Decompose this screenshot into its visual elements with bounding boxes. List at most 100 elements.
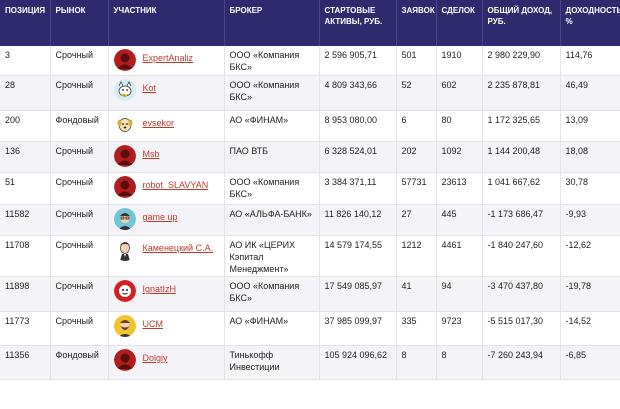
market-cell: Срочный xyxy=(50,204,109,236)
yield-cell: 46,49 xyxy=(565,80,589,90)
market-cell: Срочный xyxy=(50,141,109,173)
position-cell: 11582 xyxy=(0,204,51,236)
orders-cell: 202 xyxy=(396,141,437,173)
deals-cell: 94 xyxy=(436,276,483,312)
participant-cell: robot_SLAVYAN xyxy=(108,172,225,205)
position-cell: 136 xyxy=(0,141,51,173)
red-face-icon[interactable] xyxy=(113,280,136,302)
participant: Каменецкий С.А. xyxy=(113,239,221,261)
income-cell: 1 172 325,65 xyxy=(482,110,561,142)
yield-cell: 30,78 xyxy=(565,177,589,187)
bearded-man-icon[interactable] xyxy=(113,315,136,337)
participant-link[interactable]: IgnatIzH xyxy=(142,284,177,294)
orders-cell: 57731 xyxy=(396,172,437,205)
participant-cell: ExpertAnaliz xyxy=(108,46,225,76)
header-orders[interactable]: ЗАЯВОК xyxy=(396,0,437,46)
cartoon-man-icon[interactable] xyxy=(113,239,136,261)
position-cell: 11356 xyxy=(0,345,51,380)
table-row[interactable]: 11898 Срочный IgnatIzH ООО «Компания БКС» 17… xyxy=(0,276,620,312)
participant-link[interactable]: Dolgiy xyxy=(142,353,168,363)
table-row[interactable]: 200 Фондовый evsekor АО «ФИНАМ» 8 953 080,00… xyxy=(0,110,620,142)
yield-cell: -6,85 xyxy=(565,350,587,360)
income-cell: -7 260 243,94 xyxy=(482,345,561,380)
table-row[interactable]: 11773 Срочный UCM АО «ФИНАМ» 37 985 099,97 33… xyxy=(0,311,620,346)
position-cell: 28 xyxy=(0,75,51,111)
table-row[interactable]: 11582 Срочный game up АО «АЛЬФА-БАНК» 11 826… xyxy=(0,204,620,236)
table-row[interactable]: 51 Срочный robot_SLAVYAN ООО «Компания БКС»… xyxy=(0,172,620,205)
orders-cell: 8 xyxy=(396,345,437,380)
orders-cell: 501 xyxy=(396,46,437,76)
participant-cell: Dolgiy xyxy=(108,345,225,380)
participant-link[interactable]: UCM xyxy=(142,319,164,329)
participant-link[interactable]: Каменецкий С.А. xyxy=(142,243,214,253)
participant-cell: Каменецкий С.А. xyxy=(108,235,225,277)
participant-link[interactable]: robot_SLAVYAN xyxy=(142,180,209,190)
table-row[interactable]: 3 Срочный ExpertAnaliz ООО «Компания БКС» 2 … xyxy=(0,46,620,76)
yield-cell: -12,62 xyxy=(565,240,592,250)
orders-cell: 1212 xyxy=(396,235,437,277)
table-row[interactable]: 28 Срочный Kot ООО «Компания БКС» 4 809 343,… xyxy=(0,75,620,111)
income-cell: -1 173 686,47 xyxy=(482,204,561,236)
deals-cell: 9723 xyxy=(436,311,483,346)
red-silhouette-icon[interactable] xyxy=(113,145,136,167)
position-cell: 11773 xyxy=(0,311,51,346)
red-silhouette-icon[interactable] xyxy=(113,176,136,198)
participant-cell: UCM xyxy=(108,311,225,346)
header-position[interactable]: ПОЗИЦИЯ xyxy=(0,0,51,46)
income-cell: 2 980 229,90 xyxy=(482,46,561,76)
table-row[interactable]: 11708 Срочный Каменецкий С.А. АО ИК «ЦЕРИХ … xyxy=(0,235,620,277)
market-cell: Фондовый xyxy=(50,110,109,142)
table-header-row: ПОЗИЦИЯ РЫНОК УЧАСТНИК БРОКЕР СТАРТОВЫЕ … xyxy=(0,0,620,46)
table-row[interactable]: 11356 Фондовый Dolgiy Тинькофф Инвестиции 10… xyxy=(0,345,620,380)
header-yield[interactable]: ДОХОДНОСТЬ, % xyxy=(565,6,620,26)
broker-cell: Тинькофф Инвестиции xyxy=(224,345,320,380)
participant: Kot xyxy=(113,79,221,101)
participant-cell: IgnatIzH xyxy=(108,276,225,312)
orders-cell: 41 xyxy=(396,276,437,312)
header-market[interactable]: РЫНОК xyxy=(50,0,109,46)
participant: UCM xyxy=(113,315,221,337)
deals-cell: 80 xyxy=(436,110,483,142)
deals-cell: 8 xyxy=(436,345,483,380)
participant: IgnatIzH xyxy=(113,280,221,302)
market-cell: Срочный xyxy=(50,235,109,277)
cat-face-icon[interactable] xyxy=(113,79,136,101)
header-participant[interactable]: УЧАСТНИК xyxy=(108,0,225,46)
orders-cell: 6 xyxy=(396,110,437,142)
header-deals[interactable]: СДЕЛОК xyxy=(436,0,483,46)
participant-link[interactable]: Msb xyxy=(142,149,160,159)
assets-cell: 3 384 371,11 xyxy=(319,172,397,205)
red-silhouette-icon[interactable] xyxy=(113,349,136,371)
position-cell: 3 xyxy=(0,46,51,76)
broker-cell: АО «ФИНАМ» xyxy=(224,110,320,142)
orders-cell: 52 xyxy=(396,75,437,111)
market-cell: Фондовый xyxy=(50,345,109,380)
participant-link[interactable]: Kot xyxy=(142,83,157,93)
market-cell: Срочный xyxy=(50,311,109,346)
header-assets[interactable]: СТАРТОВЫЕ АКТИВЫ, РУБ. xyxy=(319,0,397,46)
deals-cell: 1910 xyxy=(436,46,483,76)
dog-face-icon[interactable] xyxy=(113,114,136,136)
header-broker[interactable]: БРОКЕР xyxy=(224,0,320,46)
assets-cell: 37 985 099,97 xyxy=(319,311,397,346)
participant-cell: game up xyxy=(108,204,225,236)
participant: evsekor xyxy=(113,114,221,136)
yield-cell: -14,52 xyxy=(565,316,592,326)
header-income[interactable]: ОБЩИЙ ДОХОД, РУБ. xyxy=(482,0,561,46)
table-row[interactable]: 136 Срочный Msb ПАО ВТБ 6 328 524,01 202 1092 1… xyxy=(0,141,620,173)
yield-cell: -9,93 xyxy=(565,209,587,219)
participant-cell: Msb xyxy=(108,141,225,173)
orders-cell: 27 xyxy=(396,204,437,236)
participant: Msb xyxy=(113,145,221,167)
glasses-man-icon[interactable] xyxy=(113,208,136,230)
table-body: 3 Срочный ExpertAnaliz ООО «Компания БКС» 2 … xyxy=(0,46,620,380)
participant-link[interactable]: evsekor xyxy=(142,118,175,128)
broker-cell: ООО «Компания БКС» xyxy=(224,172,320,205)
yield-cell: 18,08 xyxy=(565,146,589,156)
assets-cell: 6 328 524,01 xyxy=(319,141,397,173)
broker-cell: ООО «Компания БКС» xyxy=(224,75,320,111)
participant-link[interactable]: ExpertAnaliz xyxy=(142,53,194,63)
participant-link[interactable]: game up xyxy=(142,212,178,222)
red-silhouette-icon[interactable] xyxy=(113,49,136,71)
participant-cell: evsekor xyxy=(108,110,225,142)
